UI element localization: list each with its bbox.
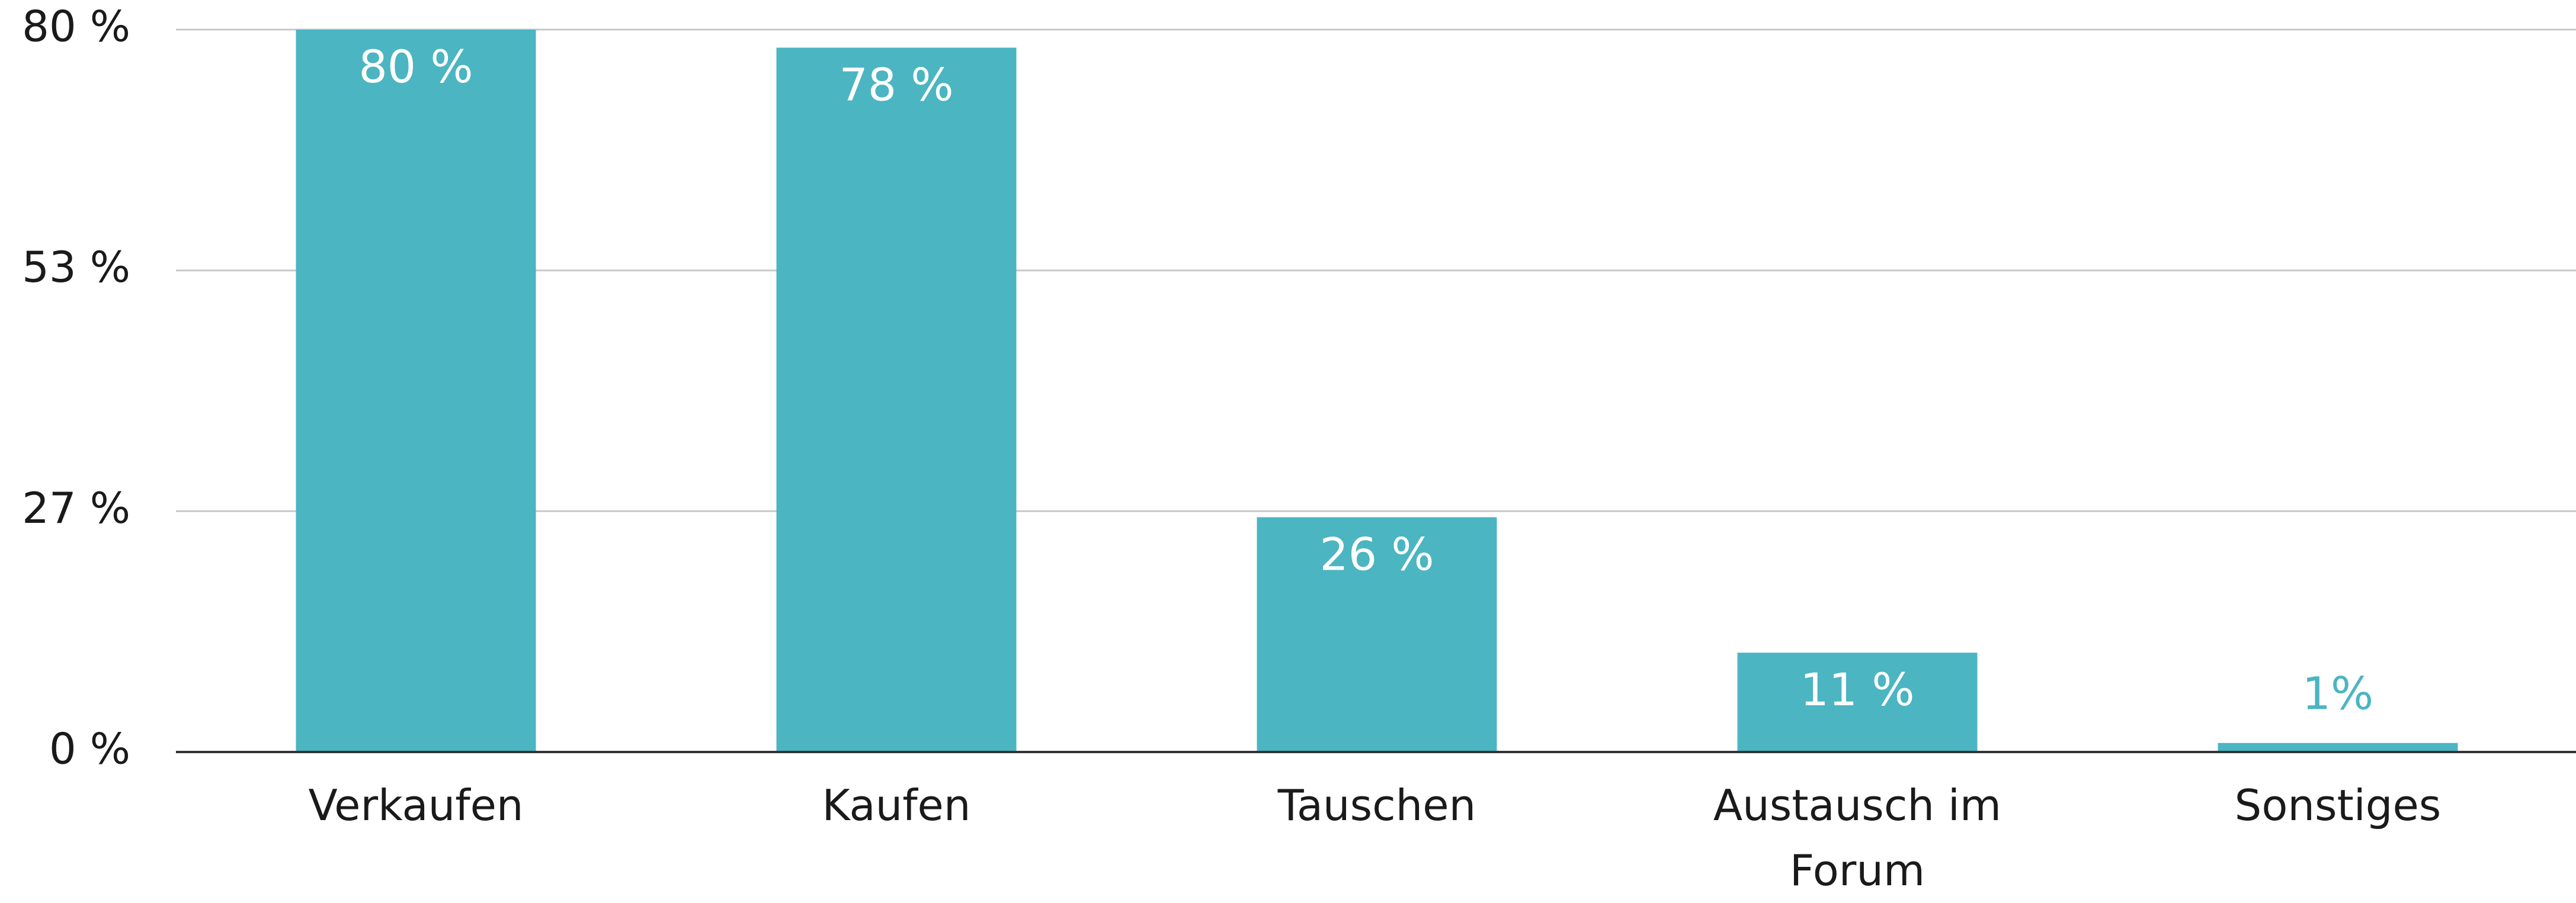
x-tick-label: Sonstiges <box>2234 780 2442 830</box>
y-tick-label: 0 % <box>49 724 130 774</box>
bar <box>296 30 536 752</box>
value-label: 80 % <box>358 40 473 93</box>
x-tick-label: Tauschen <box>1277 780 1476 830</box>
y-tick-label: 80 % <box>22 2 130 52</box>
x-tick-label: Verkaufen <box>308 780 524 830</box>
value-label: 78 % <box>839 58 953 111</box>
bar <box>1737 653 1978 752</box>
bar <box>776 47 1017 752</box>
value-label: 1% <box>2302 667 2374 720</box>
value-label: 11 % <box>1800 663 1914 716</box>
bar <box>1257 517 1497 752</box>
x-tick-label: Austausch im Forum <box>1713 780 2002 895</box>
y-tick-label: 53 % <box>22 242 130 292</box>
x-tick-label: Kaufen <box>822 780 971 830</box>
value-label: 26 % <box>1319 528 1434 580</box>
y-tick-label: 27 % <box>22 483 130 533</box>
bar <box>2218 743 2458 752</box>
